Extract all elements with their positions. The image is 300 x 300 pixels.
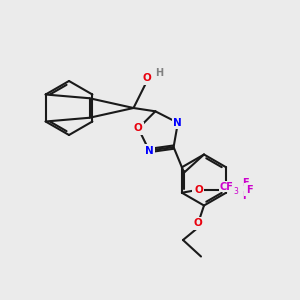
Text: N: N bbox=[173, 118, 182, 128]
Text: O: O bbox=[194, 185, 203, 195]
Text: H: H bbox=[155, 68, 163, 78]
Text: O: O bbox=[142, 73, 152, 83]
Text: F: F bbox=[246, 185, 253, 195]
Text: O: O bbox=[194, 218, 202, 229]
Text: F: F bbox=[242, 178, 249, 188]
Text: 3: 3 bbox=[233, 187, 238, 196]
Text: F: F bbox=[242, 191, 249, 201]
Text: O: O bbox=[134, 123, 143, 134]
Text: CF: CF bbox=[220, 182, 234, 192]
Text: N: N bbox=[145, 146, 154, 155]
